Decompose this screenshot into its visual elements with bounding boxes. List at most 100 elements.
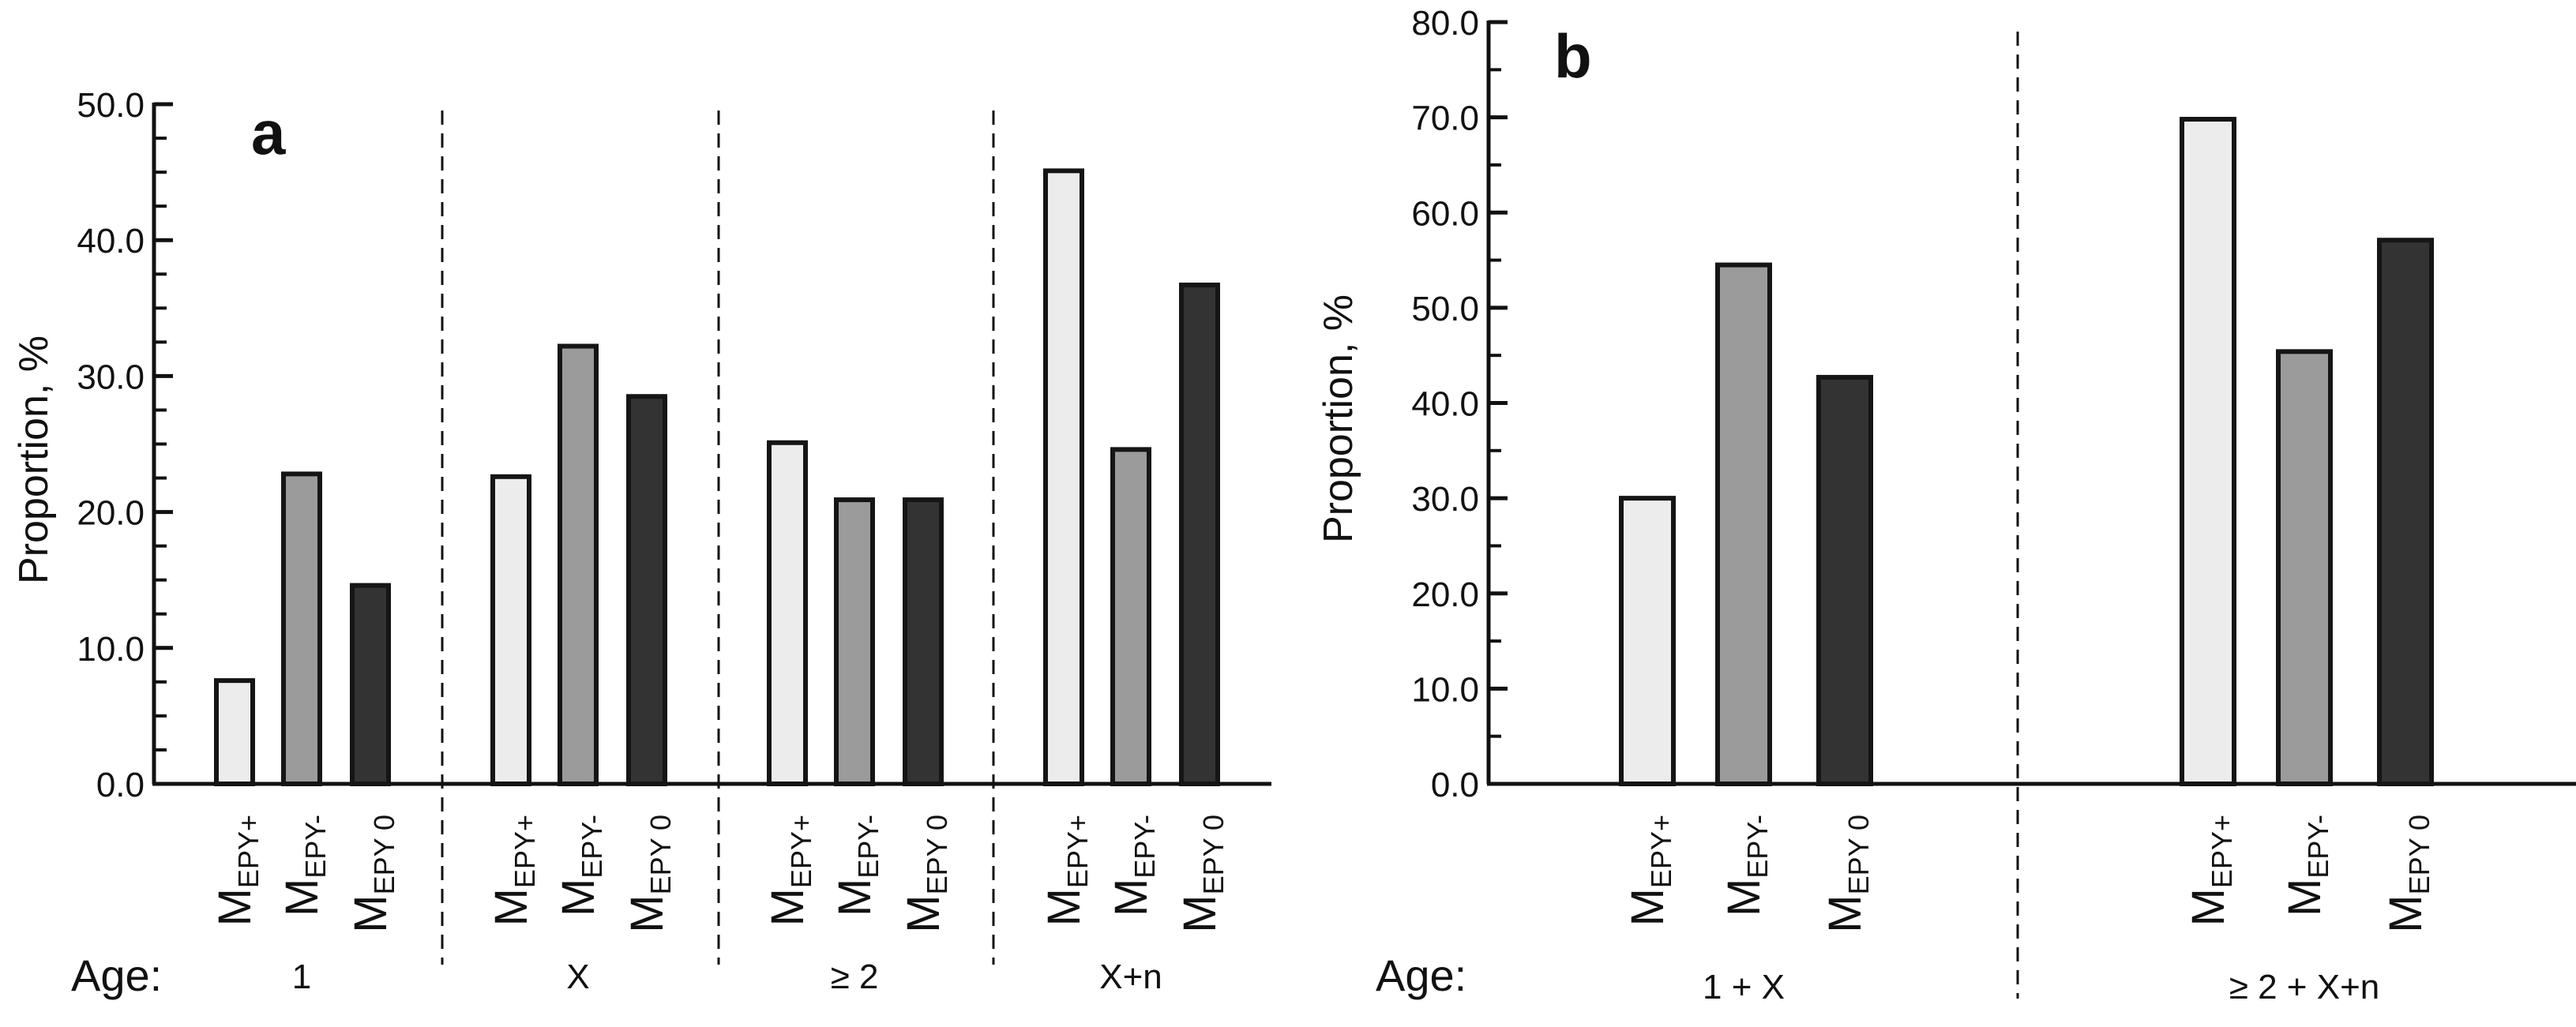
y-tick-label: 30.0: [77, 358, 145, 396]
y-tick-label: 40.0: [1411, 385, 1479, 424]
category-label: MEPY 0: [621, 815, 677, 933]
age-label: Age:: [1376, 950, 1466, 1000]
category-label: MEPY 0: [898, 815, 953, 933]
y-tick-label: 70.0: [1411, 99, 1479, 138]
panel-a-chart: 0.0 10.0 20.0 30.0 40.0 50.0 Proportion, % a Age…: [11, 86, 1271, 1000]
bar: [2276, 349, 2333, 786]
category-label-subscript: EPY 0: [368, 815, 400, 894]
category-label: MEPY 0: [2380, 815, 2435, 933]
group-label: 1 + X: [1703, 968, 1785, 1006]
group-label: X: [566, 958, 589, 996]
y-tick-label: 10.0: [1411, 670, 1479, 709]
bar: [214, 678, 255, 786]
y-tick-label: 50.0: [1411, 290, 1479, 328]
bar: [834, 497, 875, 786]
panel-b-chart: 0.0 10.0 20.0 30.0 40.0 50.0 60.0 70.0 80.0 Propo…: [1316, 4, 2576, 1006]
category-label: MEPY+: [209, 815, 265, 926]
panel-letter: b: [1554, 21, 1592, 91]
category-label-subscript: EPY-: [1128, 815, 1161, 879]
category-label-subscript: EPY 0: [1197, 815, 1230, 894]
category-label-subscript: EPY-: [2302, 815, 2334, 879]
group-label: X+n: [1099, 958, 1162, 996]
group-label: 1: [292, 958, 311, 996]
bar: [350, 583, 391, 787]
y-tick-label: 30.0: [1411, 480, 1479, 519]
category-label-main: M: [209, 888, 261, 926]
category-label-main: M: [898, 894, 949, 932]
category-label-main: M: [486, 888, 537, 926]
category-label-subscript: EPY+: [785, 815, 817, 888]
bar: [281, 471, 322, 786]
category-label-main: M: [276, 879, 328, 916]
bar: [626, 394, 667, 786]
category-label-main: M: [762, 888, 813, 926]
bar: [2180, 117, 2236, 787]
category-label-main: M: [2380, 894, 2431, 932]
group-label: ≥ 2: [831, 958, 879, 996]
bar: [767, 440, 808, 786]
bar: [2377, 238, 2434, 786]
category-label: MEPY 0: [1174, 815, 1230, 933]
bar: [490, 474, 531, 786]
bar: [1110, 447, 1151, 786]
category-label-subscript: EPY+: [2206, 815, 2238, 888]
category-label: MEPY-: [276, 815, 332, 916]
category-label-subscript: EPY-: [852, 815, 884, 879]
category-label-subscript: EPY 0: [644, 815, 677, 894]
category-label-subscript: EPY-: [299, 815, 332, 879]
category-label: MEPY-: [1106, 815, 1161, 916]
category-label-main: M: [2279, 879, 2330, 916]
y-tick-label: 0.0: [1431, 766, 1479, 804]
category-label: MEPY+: [762, 815, 817, 926]
group-label: ≥ 2 + X+n: [2229, 968, 2380, 1006]
category-label-subscript: EPY+: [509, 815, 541, 888]
category-label: MEPY 0: [1819, 815, 1875, 933]
category-label: MEPY+: [486, 815, 541, 926]
bar: [903, 497, 944, 786]
category-label-subscript: EPY-: [1741, 815, 1774, 879]
category-label-main: M: [829, 879, 881, 916]
y-tick-label: 80.0: [1411, 4, 1479, 43]
y-axis-title: Proportion, %: [11, 335, 57, 584]
category-label-main: M: [1718, 879, 1770, 916]
y-tick-label: 10.0: [77, 630, 145, 669]
category-label: MEPY-: [1718, 815, 1774, 916]
category-label-subscript: EPY 0: [1842, 815, 1875, 894]
category-label-main: M: [345, 894, 396, 932]
y-axis-title: Proportion, %: [1316, 294, 1361, 543]
bar: [1619, 496, 1676, 786]
category-label-main: M: [1038, 888, 1090, 926]
category-label-main: M: [553, 879, 604, 916]
category-label-subscript: EPY-: [576, 815, 608, 879]
category-label: MEPY+: [1622, 815, 1677, 926]
category-label-main: M: [2183, 888, 2234, 926]
category-label-subscript: EPY 0: [2403, 815, 2435, 894]
category-label: MEPY-: [553, 815, 608, 916]
y-tick-label: 50.0: [77, 86, 145, 125]
category-label: MEPY+: [1038, 815, 1094, 926]
y-tick-label: 60.0: [1411, 194, 1479, 233]
bar: [1179, 283, 1220, 786]
category-label-main: M: [1106, 879, 1157, 916]
category-label: MEPY+: [2183, 815, 2238, 926]
category-label-main: M: [1819, 894, 1871, 932]
category-label-subscript: EPY 0: [921, 815, 953, 894]
category-label: MEPY-: [2279, 815, 2334, 916]
y-tick-label: 0.0: [96, 766, 145, 804]
category-label: MEPY-: [829, 815, 884, 916]
bar: [558, 343, 599, 786]
category-label-subscript: EPY+: [232, 815, 265, 888]
category-label-main: M: [1622, 888, 1673, 926]
category-label-main: M: [1174, 894, 1226, 932]
y-tick-label: 20.0: [77, 494, 145, 533]
bar: [1715, 262, 1772, 786]
y-tick-label: 40.0: [77, 222, 145, 260]
panel-letter: a: [251, 98, 286, 167]
bar: [1043, 168, 1084, 787]
age-label: Age:: [71, 950, 162, 1000]
category-label-subscript: EPY+: [1645, 815, 1677, 888]
y-tick-label: 20.0: [1411, 575, 1479, 614]
category-label: MEPY 0: [345, 815, 400, 933]
category-label-subscript: EPY+: [1061, 815, 1094, 888]
